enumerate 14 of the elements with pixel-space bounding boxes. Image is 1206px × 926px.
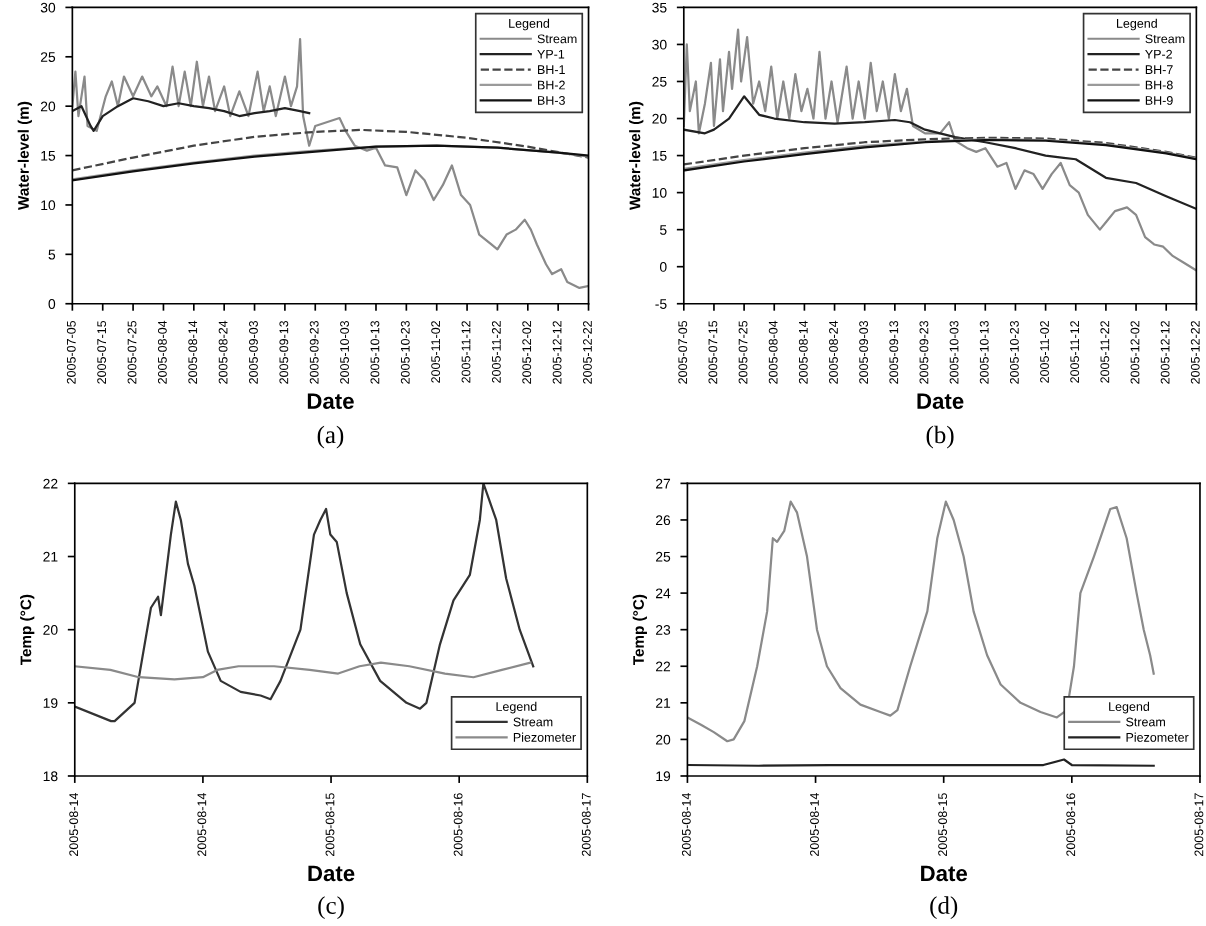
x-axis-title: Date [307, 393, 354, 409]
text: (d) [930, 896, 958, 919]
line-series [683, 95, 1197, 211]
text: (b) [926, 425, 954, 449]
x-axis-title: Date [308, 865, 355, 882]
text: (c) [318, 896, 344, 919]
x-axis-title: Date [921, 865, 968, 882]
line-series [72, 128, 589, 172]
line-series [74, 661, 532, 681]
x-axis-title: Date [917, 393, 964, 409]
line-series [683, 28, 1197, 272]
line-series [72, 97, 311, 132]
text: (a) [317, 425, 344, 449]
line-series [72, 37, 589, 290]
